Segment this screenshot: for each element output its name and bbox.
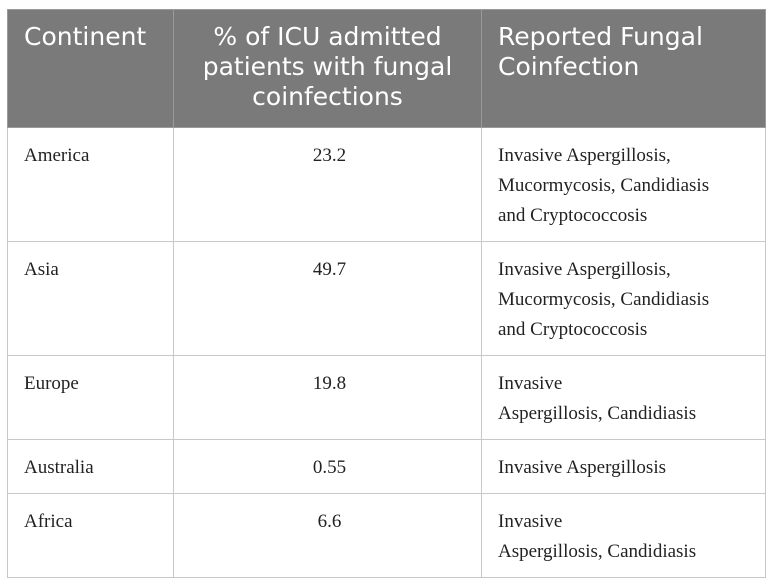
continent-cell: Africa <box>7 493 174 578</box>
coinfection-line: and Cryptococcosis <box>498 205 648 226</box>
header-continent: Continent <box>7 9 174 128</box>
header-reported-coinfection: Reported Fungal Coinfection <box>481 9 766 128</box>
coinfection-cell: Invasive Aspergillosis <box>481 439 766 494</box>
coinfection-line: and Cryptococcosis <box>498 319 648 340</box>
table-row: America 23.2 Invasive Aspergillosis, Muc… <box>7 127 766 242</box>
table-row: Africa 6.6 Invasive Aspergillosis, Candi… <box>7 493 766 578</box>
coinfection-line: Invasive <box>498 373 563 394</box>
coinfection-line: Aspergillosis, Candidiasis <box>498 403 697 424</box>
coinfection-line: Mucormycosis, Candidiasis <box>498 175 710 196</box>
coinfection-line: Invasive Aspergillosis, <box>498 145 671 166</box>
table-body: America 23.2 Invasive Aspergillosis, Muc… <box>7 127 766 578</box>
table-row: Europe 19.8 Invasive Aspergillosis, Cand… <box>7 355 766 440</box>
coinfection-line: Invasive <box>498 511 563 532</box>
coinfection-cell: Invasive Aspergillosis, Mucormycosis, Ca… <box>481 127 766 242</box>
coinfection-line: Invasive Aspergillosis, <box>498 259 671 280</box>
header-icu-percent: % of ICU admitted patients with fungal c… <box>173 9 482 128</box>
coinfection-line: Invasive Aspergillosis <box>498 457 667 478</box>
table-row: Asia 49.7 Invasive Aspergillosis, Mucorm… <box>7 241 766 356</box>
coinfection-cell: Invasive Aspergillosis, Candidiasis <box>481 355 766 440</box>
header-row: Continent % of ICU admitted patients wit… <box>7 9 766 128</box>
percent-cell: 0.55 <box>173 439 482 494</box>
percent-cell: 6.6 <box>173 493 482 578</box>
coinfection-cell: Invasive Aspergillosis, Candidiasis <box>481 493 766 578</box>
fungal-coinfection-table: Continent % of ICU admitted patients wit… <box>7 9 766 578</box>
table-row: Australia 0.55 Invasive Aspergillosis <box>7 439 766 494</box>
continent-cell: Asia <box>7 241 174 356</box>
continent-cell: America <box>7 127 174 242</box>
coinfection-cell: Invasive Aspergillosis, Mucormycosis, Ca… <box>481 241 766 356</box>
coinfection-line: Aspergillosis, Candidiasis <box>498 541 697 562</box>
continent-cell: Australia <box>7 439 174 494</box>
coinfection-line: Mucormycosis, Candidiasis <box>498 289 710 310</box>
percent-cell: 49.7 <box>173 241 482 356</box>
continent-cell: Europe <box>7 355 174 440</box>
percent-cell: 23.2 <box>173 127 482 242</box>
percent-cell: 19.8 <box>173 355 482 440</box>
table-header: Continent % of ICU admitted patients wit… <box>7 9 766 128</box>
